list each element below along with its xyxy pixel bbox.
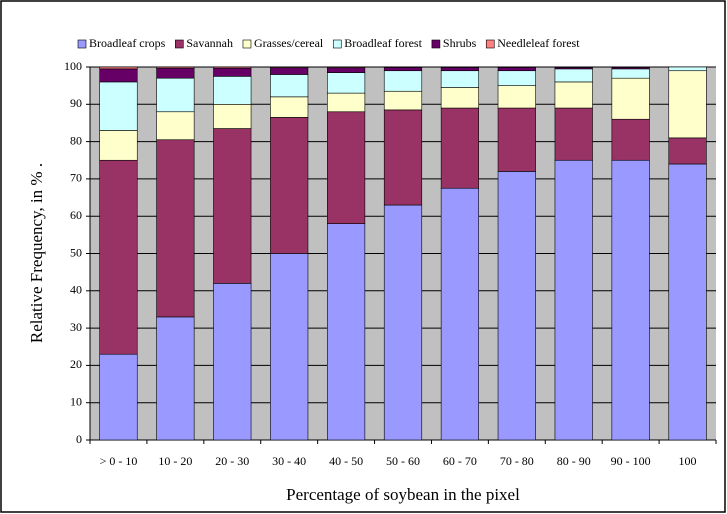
y-tick-label: 0	[76, 432, 82, 446]
bar-segment	[156, 111, 195, 141]
y-tick-label: 20	[70, 357, 82, 371]
x-axis-title: Percentage of soybean in the pixel	[286, 485, 520, 504]
bar-segment	[440, 70, 479, 88]
bar-segment	[270, 74, 309, 98]
bar-segment	[213, 76, 252, 105]
bar-segment	[554, 159, 593, 441]
bar-segment	[554, 68, 593, 83]
bar-segment	[611, 159, 650, 441]
bar-segment	[327, 111, 366, 224]
bar-segment	[440, 87, 479, 109]
y-tick-label: 80	[70, 133, 82, 147]
bar-segment	[270, 253, 309, 441]
bar-segment	[327, 92, 366, 113]
bar-segment	[99, 159, 138, 355]
bar-segment	[497, 171, 536, 441]
bar-segment	[156, 67, 195, 79]
bar-segment	[270, 96, 309, 118]
bar-segment	[99, 68, 138, 83]
bar-segment	[668, 70, 707, 139]
bar-segment	[440, 107, 479, 189]
y-tick-label: 100	[64, 59, 82, 73]
bar-segment	[213, 66, 252, 69]
legend-swatch	[485, 39, 495, 49]
x-tick-label: 80 - 90	[557, 454, 591, 468]
x-tick-label: 50 - 60	[386, 454, 420, 468]
bar-segment	[156, 139, 195, 318]
legend-swatch	[332, 39, 342, 49]
bar-segment	[383, 204, 423, 441]
legend-label: Broadleaf crops	[89, 36, 166, 50]
bar-segment	[497, 70, 536, 86]
x-tick-label: 70 - 80	[500, 454, 534, 468]
bar-segment	[156, 316, 195, 441]
y-tick-label: 30	[70, 320, 82, 334]
legend-swatch	[431, 39, 441, 49]
bar-segment	[99, 66, 138, 70]
bar-segment	[327, 67, 366, 73]
bar-segment	[327, 223, 366, 441]
bar-segment	[270, 67, 309, 75]
x-tick-label: 40 - 50	[329, 454, 363, 468]
legend-label: Needleleaf forest	[497, 36, 580, 50]
bar-segment	[668, 137, 707, 165]
legend-swatch	[77, 39, 87, 49]
bar-segment	[213, 67, 252, 77]
bar-segment	[213, 283, 252, 441]
bar-segment	[440, 67, 479, 72]
legend-swatch	[242, 39, 252, 49]
bar-segment	[611, 118, 650, 161]
y-tick-label: 70	[70, 171, 82, 185]
bar-segment	[554, 107, 593, 161]
y-tick-label: 50	[70, 245, 82, 259]
bar-segment	[156, 77, 195, 113]
x-tick-label: 60 - 70	[443, 454, 477, 468]
bar-segment	[497, 67, 536, 72]
bar-segment	[668, 66, 707, 72]
bar-segment	[497, 85, 536, 109]
bar-segment	[611, 77, 650, 120]
bar-segment	[156, 66, 195, 69]
bar-segment	[327, 66, 366, 69]
y-tick-label: 60	[70, 208, 82, 222]
y-tick-label: 10	[70, 394, 82, 408]
bar-segment	[668, 163, 707, 441]
bar-segment	[213, 104, 252, 129]
x-tick-label: 10 - 20	[158, 454, 192, 468]
bar-segment	[611, 68, 650, 79]
bar-segment	[440, 187, 479, 441]
bar-segment	[270, 66, 309, 69]
bar-segment	[99, 81, 138, 131]
legend-swatch	[175, 39, 184, 49]
x-tick-label: > 0 - 10	[100, 454, 138, 468]
x-tick-label: 100	[679, 454, 697, 468]
bar-segment	[383, 70, 423, 92]
bar-segment	[99, 353, 138, 441]
legend-label: Broadleaf forest	[344, 36, 422, 50]
y-tick-label: 90	[70, 96, 82, 110]
legend-label: Savannah	[186, 36, 233, 50]
bar-segment	[497, 107, 536, 172]
legend-label: Grasses/cereal	[254, 36, 324, 50]
legend-label: Shrubs	[443, 36, 477, 50]
y-axis-title: Relative Frequency, in % .	[27, 163, 46, 343]
bar-segment	[383, 67, 423, 72]
bar-segment	[554, 81, 593, 109]
bar-segment	[327, 72, 366, 94]
bar-segment	[383, 90, 423, 111]
bar-segment	[383, 109, 423, 206]
bar-segment	[99, 130, 138, 161]
bar-segment	[270, 117, 309, 254]
x-tick-label: 30 - 40	[272, 454, 306, 468]
x-tick-label: 20 - 30	[215, 454, 249, 468]
y-tick-label: 40	[70, 283, 82, 297]
x-tick-label: 90 - 100	[611, 454, 651, 468]
bar-segment	[213, 128, 252, 284]
